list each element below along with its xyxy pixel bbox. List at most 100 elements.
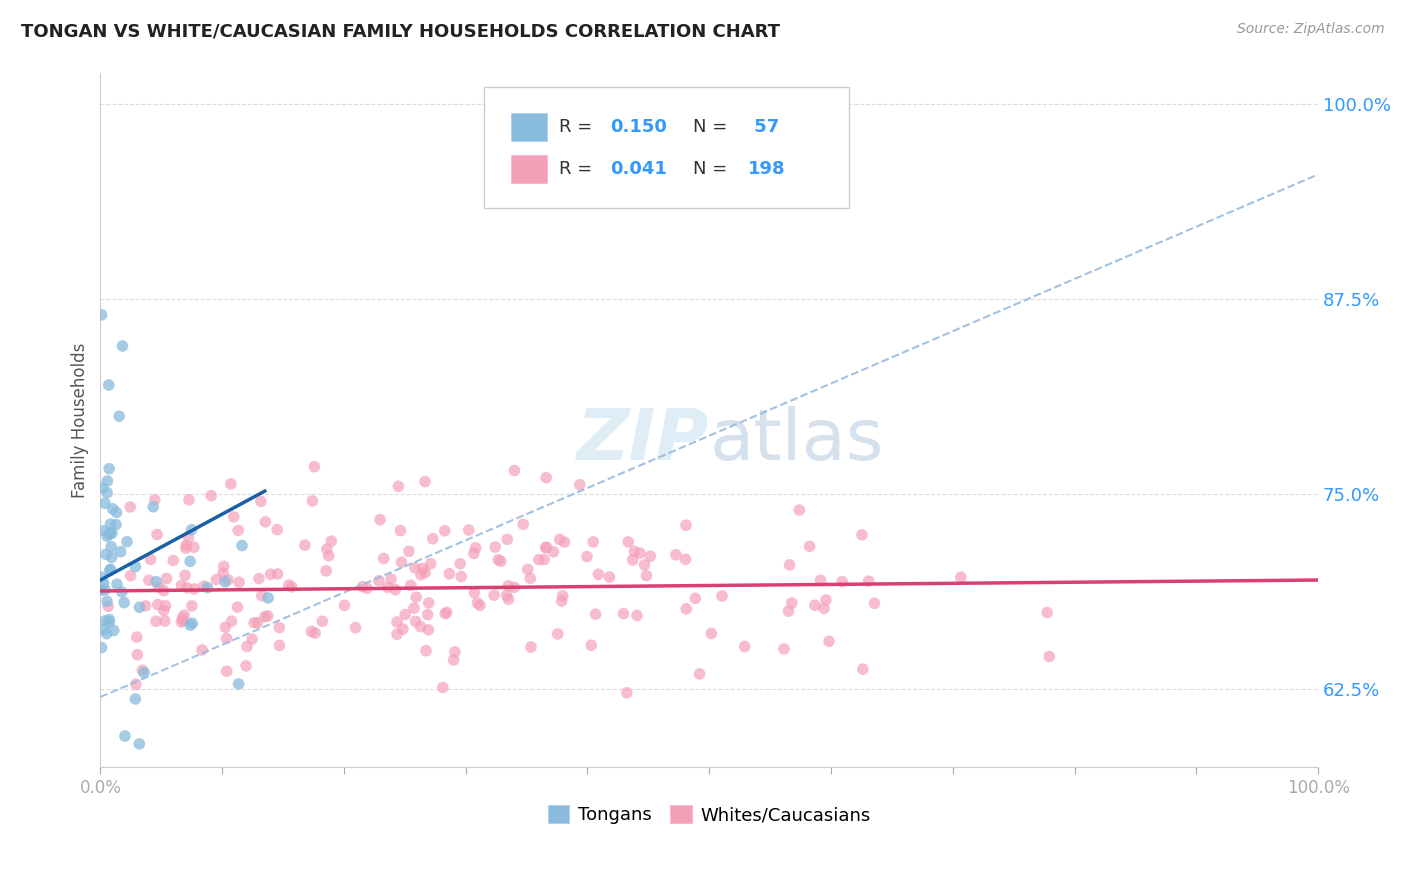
Point (215, 632, 238, 646)
Point (399, 578, 422, 592)
Point (814, 593, 837, 607)
Text: TONGAN VS WHITE/CAUCASIAN FAMILY HOUSEHOLDS CORRELATION CHART: TONGAN VS WHITE/CAUCASIAN FAMILY HOUSEHO… (21, 22, 780, 40)
Point (96, 474, 118, 488)
Text: atlas: atlas (709, 407, 883, 475)
Point (373, 551, 395, 566)
Text: 57: 57 (748, 118, 779, 136)
Point (143, 492, 166, 507)
Point (1038, 649, 1060, 664)
Point (111, 584, 134, 599)
Point (101, 501, 124, 516)
Point (389, 524, 412, 538)
Point (616, 686, 638, 700)
Point (176, 539, 198, 553)
Point (100, 550, 122, 565)
FancyBboxPatch shape (510, 155, 547, 183)
Text: R =: R = (560, 118, 599, 136)
Point (311, 615, 333, 629)
Point (315, 542, 337, 557)
Point (152, 583, 174, 598)
Point (683, 591, 706, 606)
Point (214, 620, 236, 634)
Point (489, 554, 512, 568)
Point (97, 599, 120, 614)
Point (114, 729, 136, 743)
Point (422, 532, 444, 546)
Point (367, 574, 389, 588)
Point (108, 409, 131, 424)
Point (384, 582, 406, 597)
Point (179, 554, 201, 568)
Point (98, 461, 121, 475)
Point (215, 664, 238, 678)
Text: N =: N = (693, 118, 734, 136)
Point (128, 600, 150, 615)
Point (377, 580, 399, 594)
Point (804, 599, 827, 613)
Point (486, 552, 509, 566)
Point (259, 567, 281, 582)
Point (433, 524, 456, 538)
Point (226, 600, 249, 615)
Point (115, 534, 138, 549)
Point (138, 573, 160, 587)
Point (146, 598, 169, 612)
Point (315, 564, 337, 578)
Point (105, 505, 128, 519)
Point (533, 552, 555, 566)
Point (280, 580, 302, 594)
Point (503, 580, 526, 594)
Point (226, 524, 249, 538)
Point (789, 503, 811, 517)
Point (626, 608, 648, 623)
Point (98, 525, 121, 540)
Point (93, 576, 115, 591)
Point (344, 621, 367, 635)
Point (96, 594, 118, 608)
Point (582, 535, 605, 549)
Point (675, 602, 697, 616)
Point (617, 535, 640, 549)
Point (100, 540, 122, 554)
Point (799, 539, 821, 553)
Point (173, 608, 195, 623)
Point (520, 640, 543, 654)
Point (333, 599, 356, 613)
Text: 0.041: 0.041 (610, 160, 668, 178)
Point (385, 615, 408, 629)
Point (387, 479, 409, 493)
Point (277, 578, 299, 592)
Point (512, 517, 534, 532)
Point (94, 614, 117, 628)
Point (436, 605, 458, 619)
Point (250, 589, 273, 603)
Point (131, 663, 153, 677)
Point (205, 573, 228, 587)
Point (120, 500, 142, 514)
Point (516, 562, 538, 576)
Point (498, 579, 520, 593)
Text: 198: 198 (748, 160, 786, 178)
Point (96, 529, 118, 543)
Point (778, 604, 800, 618)
Point (153, 614, 176, 628)
Point (818, 634, 841, 648)
Point (180, 523, 202, 537)
Point (93, 524, 115, 538)
Point (402, 601, 425, 615)
Point (588, 567, 610, 582)
Point (543, 545, 565, 559)
Point (162, 553, 184, 567)
Point (519, 571, 541, 585)
Point (780, 596, 803, 610)
Point (636, 568, 658, 582)
Text: 0.150: 0.150 (610, 118, 668, 136)
Point (105, 577, 128, 591)
Point (217, 573, 239, 587)
Point (352, 580, 374, 594)
Point (547, 627, 569, 641)
Point (413, 566, 436, 580)
Point (174, 568, 197, 582)
Point (193, 579, 215, 593)
Point (212, 559, 235, 574)
